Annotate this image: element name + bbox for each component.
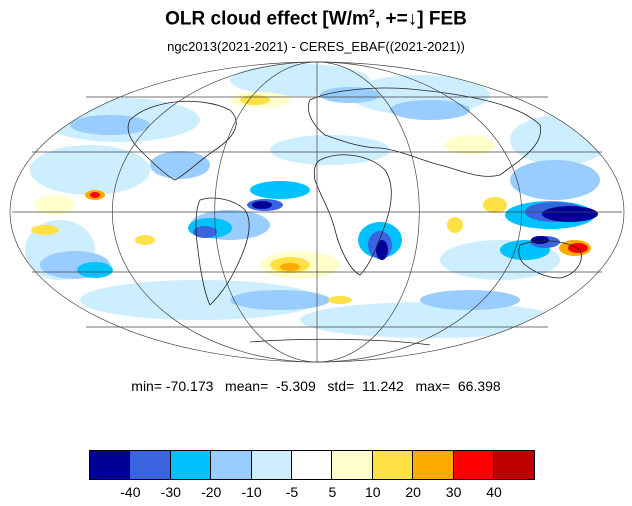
colorbar-box-10	[493, 451, 535, 479]
field-red-patches	[90, 192, 588, 253]
colorbar-box-9	[453, 451, 494, 479]
colorbar-tick-label: -40	[120, 484, 141, 500]
field-light-patches	[25, 64, 610, 338]
coastline-outlines	[127, 87, 582, 346]
colorbar-box-5	[291, 451, 333, 479]
colorbar-box-8	[413, 451, 454, 479]
colorbar-box-3	[211, 451, 252, 479]
colorbar-tick-label: -5	[285, 484, 299, 500]
colorbar-box-6	[332, 451, 373, 479]
colorbar-tick-labels: -40 -30 -20 -10 -5 5 10 20 30 40	[0, 484, 632, 504]
colorbar-box-2	[170, 451, 212, 479]
colorbar-tick-label: -20	[201, 484, 222, 500]
colorbar-tick-label: 40	[486, 484, 502, 500]
colorbar-tick-label: 30	[445, 484, 462, 500]
colorbar-box-0	[90, 451, 131, 479]
chart-title: OLR cloud effect [W/m2, +=↓] FEB	[0, 8, 632, 30]
title-main: OLR cloud effect [W/m	[165, 8, 369, 30]
statistics-summary: min= -70.173 mean= -5.309 std= 11.242 ma…	[131, 378, 501, 394]
colorbar-tick-label: 20	[405, 484, 421, 500]
field-darkest-patches	[252, 201, 598, 260]
colorbar-box-4	[251, 451, 292, 479]
colorbar-box-7	[372, 451, 414, 479]
title-tail: , +=↓] FEB	[375, 8, 467, 30]
colorbar-tick-label: 5	[328, 484, 337, 500]
colorbar-tick-label: -30	[160, 484, 181, 500]
colorbar-tick-label: -10	[241, 484, 262, 500]
title-superscript: 2	[368, 8, 375, 20]
map-field	[10, 62, 624, 362]
field-yellow-patches	[31, 95, 507, 304]
chart-subtitle: ngc2013(2021-2021) - CERES_EBAF((2021-20…	[167, 39, 465, 54]
colorbar	[89, 450, 536, 480]
graticule	[9, 61, 625, 363]
colorbar-box-1	[130, 451, 171, 479]
colorbar-tick-label: 10	[365, 484, 381, 500]
